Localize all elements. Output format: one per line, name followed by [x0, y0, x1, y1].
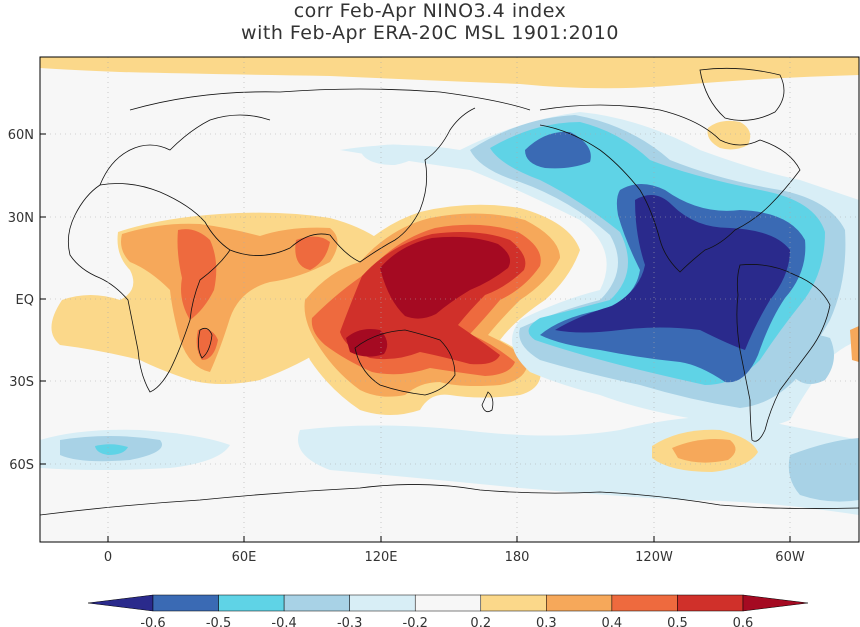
map-title-line-2: with Feb-Apr ERA-20C MSL 1901:2010: [241, 22, 619, 44]
colorbar-segment: [546, 594, 613, 612]
colorbar-segment: [611, 594, 678, 612]
africa-coastline: [67, 183, 231, 393]
x-tick-label-120e: 120E: [364, 550, 397, 565]
colorbar-label: -0.4: [271, 616, 296, 627]
colorbar-label: 0.2: [470, 616, 491, 627]
north-pacific-negative-core: [525, 131, 591, 169]
south-pacific-positive-core: [672, 439, 736, 463]
axis-ticks: [40, 133, 791, 542]
y-tick-label-30n: 30N: [8, 211, 34, 226]
x-tick-label-180: 180: [505, 550, 530, 565]
y-tick-label-30s: 30S: [9, 375, 34, 390]
madagascar-positive-blob: [196, 329, 218, 360]
colorbar-label: 0.6: [733, 616, 754, 627]
arctic-positive-band: [40, 57, 859, 89]
europe-coastline: [99, 114, 271, 186]
colorbar-segment-min: [87, 594, 154, 612]
new-zealand-coastline: [481, 391, 494, 413]
west-pacific-positive-maximum: [380, 236, 511, 319]
asia-coastline: [229, 107, 476, 263]
eurasia-north-coastline: [129, 88, 531, 111]
y-tick-label-eq: EQ: [16, 293, 34, 308]
africa-positive-red: [177, 229, 217, 320]
x-tick-label-0: 0: [104, 550, 112, 565]
antarctica-coastline: [40, 484, 859, 516]
south-america-negative-lower: [790, 335, 834, 384]
x-tick-label-60e: 60E: [232, 550, 257, 565]
australia-coastline: [354, 329, 456, 396]
map-title-line-1: corr Feb-Apr NINO3.4 index: [293, 0, 567, 22]
colorbar-label: -0.6: [140, 616, 165, 627]
greenland-coastline: [699, 67, 785, 121]
colorbar-segment: [414, 594, 482, 612]
colorbar-segment: [218, 594, 285, 612]
south-america-negative-tail: [788, 438, 859, 502]
south-atlantic-negative-spot: [95, 444, 128, 455]
colorbar-label: -0.5: [206, 616, 231, 627]
colorbar-segment: [152, 594, 219, 612]
arabia-positive-red: [295, 236, 330, 270]
coastlines: [40, 67, 859, 516]
colorbar-label: 0.4: [602, 616, 623, 627]
x-tick-label-60w: 60W: [775, 550, 805, 565]
colorbar-label: 0.5: [667, 616, 688, 627]
colorbar-segment: [677, 594, 744, 612]
colorbar: -0.6 -0.5 -0.4 -0.3 -0.2 0.2 0.3 0.4 0.5 0.6: [87, 594, 809, 627]
north-atlantic-weak-negative: [360, 144, 420, 165]
y-tick-label-60n: 60N: [8, 128, 34, 143]
colorbar-segment-max: [742, 594, 809, 612]
greenland-positive-blob: [707, 120, 751, 150]
correlation-field: [40, 57, 859, 515]
colorbar-segment: [480, 594, 547, 612]
south-america-coastline: [736, 264, 831, 442]
colorbar-label: -0.3: [337, 616, 362, 627]
north-america-coastline: [539, 104, 801, 273]
colorbar-label: 0.3: [536, 616, 557, 627]
colorbar-segment: [283, 594, 350, 612]
africa-positive-orange: [121, 223, 338, 372]
east-atlantic-positive-blob: [850, 326, 859, 362]
x-tick-label-120w: 120W: [635, 550, 673, 565]
colorbar-label: -0.2: [403, 616, 428, 627]
colorbar-segment: [349, 594, 416, 612]
y-tick-label-60s: 60S: [9, 458, 34, 473]
madagascar-coastline: [198, 327, 213, 359]
grid-lines: [40, 57, 859, 542]
